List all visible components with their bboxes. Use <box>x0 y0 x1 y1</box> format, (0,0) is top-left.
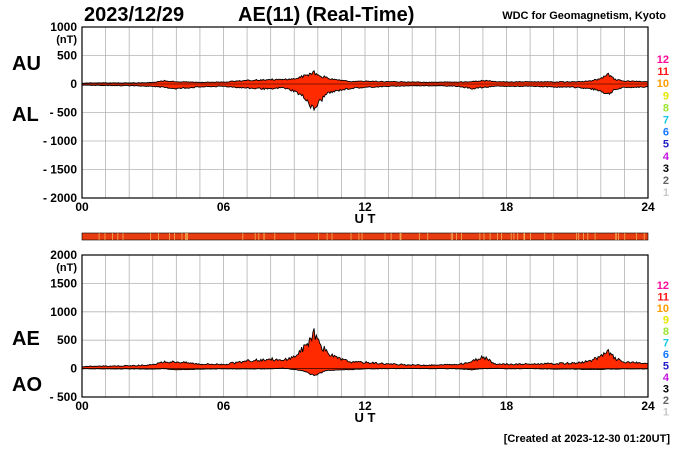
ae-ao-y-unit: (nT) <box>56 262 77 274</box>
panel-label-ao: AO <box>12 374 42 396</box>
ae-ao-x-tick-label: 12 <box>358 399 372 413</box>
ae-ao-x-tick-label: 06 <box>217 399 231 413</box>
ae-ao-station-count-label: 1 <box>663 407 669 419</box>
ae-ao-x-tick-label: 00 <box>75 399 89 413</box>
au-al-station-count-label: 2 <box>663 175 669 187</box>
panel-label-al: AL <box>12 104 39 126</box>
panel-label-au: AU <box>12 53 41 75</box>
au-al-station-count-label: 7 <box>663 115 669 127</box>
plot-date: 2023/12/29 <box>84 4 185 26</box>
ae-ao-grid <box>82 254 648 398</box>
au-al-station-count-label: 12 <box>657 54 669 66</box>
au-al-station-count-label: 9 <box>663 90 669 102</box>
au-al-series-au-line <box>81 69 649 84</box>
au-al-station-count-label: 6 <box>663 127 669 139</box>
au-al-y-tick-label: - 500 <box>50 106 78 120</box>
ae-ao-x-tick-label: 24 <box>641 399 655 413</box>
panel-label-ae: AE <box>12 328 40 350</box>
ae-ao-station-count-label: 2 <box>663 395 669 407</box>
ae-ao-station-count-label: 6 <box>663 349 669 361</box>
ae-ao-station-count-label: 4 <box>663 372 670 384</box>
au-al-x-axis-label: U T <box>355 211 376 226</box>
ae-ao-station-count-label: 12 <box>657 280 669 292</box>
au-al-x-tick-label: 06 <box>217 200 231 214</box>
ae-ao-y-tick-label: 0 <box>70 362 77 376</box>
ae-ao-y-tick-label: 500 <box>57 333 77 347</box>
au-al-y-tick-label: 1000 <box>50 20 77 34</box>
ae-ao-station-count-label: 10 <box>657 303 669 315</box>
au-al-x-tick-label: 18 <box>500 200 514 214</box>
plot-title: AE(11) (Real-Time) <box>238 4 415 26</box>
ae-ao-station-count-label: 3 <box>663 384 669 396</box>
ae-ao-station-count-label: 7 <box>663 338 669 350</box>
created-timestamp: [Created at 2023-12-30 01:20UT] <box>503 433 670 445</box>
au-al-station-count-label: 3 <box>663 163 669 175</box>
ae-ao-station-count-label: 9 <box>663 315 669 327</box>
ae-ao-y-tick-label: 1000 <box>50 305 77 319</box>
au-al-x-tick-label: 00 <box>75 200 89 214</box>
ae-ao-y-tick-label: 1500 <box>50 276 77 290</box>
ae-ao-plot-frame <box>81 254 649 398</box>
au-al-y-tick-label: 0 <box>70 77 77 91</box>
data-status-band <box>81 232 649 241</box>
data-source: WDC for Geomagnetism, Kyoto <box>502 10 666 22</box>
ae-ao-y-tick-label: - 500 <box>50 390 78 404</box>
au-al-station-count-label: 10 <box>657 78 669 90</box>
au-al-plot-frame <box>81 26 649 199</box>
au-al-y-tick-label: - 1500 <box>43 163 77 177</box>
au-al-station-count-label: 1 <box>663 187 669 199</box>
au-al-x-tick-label: 24 <box>641 200 655 214</box>
ae-ao-y-tick-label: 2000 <box>50 248 77 262</box>
ae-ao-x-axis-label: U T <box>355 410 376 425</box>
au-al-y-tick-label: - 1000 <box>43 134 77 148</box>
ae-ao-station-count-label: 8 <box>663 326 669 338</box>
au-al-station-count-label: 4 <box>663 151 670 163</box>
au-al-station-count-label: 8 <box>663 102 669 114</box>
au-al-station-count-label: 11 <box>657 66 669 78</box>
ae-ao-station-count-label: 5 <box>663 361 669 373</box>
au-al-y-unit: (nT) <box>56 34 77 46</box>
au-al-y-tick-label: 500 <box>57 49 77 63</box>
ae-ao-series-ae-line <box>81 328 649 368</box>
au-al-station-count-label: 5 <box>663 139 669 151</box>
ae-ao-x-tick-label: 18 <box>500 399 514 413</box>
au-al-x-tick-label: 12 <box>358 200 372 214</box>
au-al-y-tick-label: - 2000 <box>43 191 77 205</box>
ae-ao-station-count-label: 11 <box>657 292 669 304</box>
au-al-series-al-line <box>81 84 649 112</box>
au-al-grid <box>82 26 648 199</box>
